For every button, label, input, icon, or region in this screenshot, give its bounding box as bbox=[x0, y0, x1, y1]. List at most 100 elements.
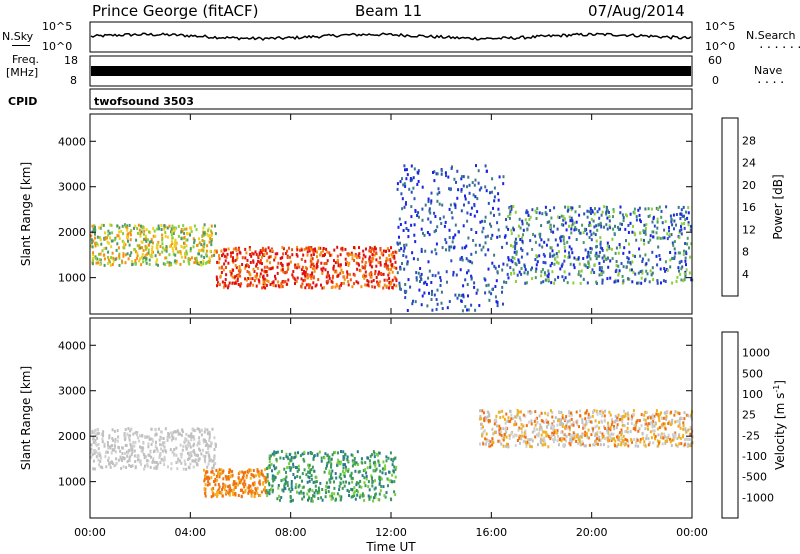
heatmap-cell bbox=[180, 252, 182, 256]
heatmap-cell bbox=[139, 445, 141, 449]
heatmap-cell bbox=[679, 426, 682, 430]
heatmap-cell bbox=[498, 424, 501, 428]
heatmap-cell bbox=[686, 242, 689, 246]
heatmap-cell bbox=[433, 293, 436, 297]
heatmap-cell bbox=[411, 178, 413, 182]
heatmap-cell bbox=[582, 426, 585, 430]
heatmap-cell bbox=[682, 279, 685, 283]
heatmap-cell bbox=[361, 474, 364, 478]
heatmap-cell bbox=[552, 438, 555, 442]
heatmap-cell bbox=[607, 424, 610, 428]
heatmap-cell bbox=[262, 285, 265, 289]
heatmap-cell bbox=[243, 479, 246, 483]
heatmap-cell bbox=[512, 228, 515, 232]
heatmap-cell bbox=[565, 415, 568, 419]
heatmap-cell bbox=[227, 261, 230, 265]
heatmap-cell bbox=[608, 410, 611, 414]
heatmap-cell bbox=[264, 249, 267, 253]
heatmap-cell bbox=[550, 216, 553, 220]
heatmap-cell bbox=[149, 465, 152, 469]
heatmap-cell bbox=[268, 481, 270, 485]
heatmap-cell bbox=[558, 216, 561, 219]
heatmap-cell bbox=[543, 421, 546, 424]
heatmap-cell bbox=[220, 468, 223, 472]
heatmap-cell bbox=[482, 226, 485, 230]
heatmap-cell bbox=[479, 409, 481, 413]
heatmap-cell bbox=[550, 261, 553, 265]
heatmap-cell bbox=[201, 239, 204, 242]
heatmap-cell bbox=[542, 252, 545, 256]
heatmap-cell bbox=[619, 227, 621, 231]
heatmap-cell bbox=[287, 267, 290, 271]
heatmap-cell bbox=[659, 257, 662, 261]
heatmap-cell bbox=[513, 256, 516, 260]
heatmap-cell bbox=[558, 410, 560, 414]
heatmap-cell bbox=[147, 453, 150, 457]
heatmap-cell bbox=[560, 235, 563, 239]
heatmap-cell bbox=[652, 441, 655, 445]
heatmap-cell bbox=[550, 246, 553, 250]
heatmap-cell bbox=[493, 186, 496, 190]
heatmap-cell bbox=[297, 464, 300, 468]
heatmap-cell bbox=[203, 468, 205, 472]
heatmap-cell bbox=[158, 455, 161, 459]
heatmap-cell bbox=[93, 459, 95, 463]
heatmap-cell bbox=[310, 277, 313, 281]
heatmap-cell bbox=[568, 414, 571, 418]
heatmap-cell bbox=[600, 272, 603, 276]
heatmap-cell bbox=[609, 425, 612, 429]
heatmap-cell bbox=[451, 165, 453, 169]
heatmap-cell bbox=[190, 256, 193, 260]
heatmap-cell bbox=[371, 285, 374, 289]
heatmap-cell bbox=[296, 266, 299, 270]
heatmap-cell bbox=[609, 276, 612, 280]
heatmap-cell bbox=[207, 227, 210, 231]
heatmap-cell bbox=[640, 281, 643, 285]
heatmap-cell bbox=[173, 448, 176, 451]
heatmap-cell bbox=[300, 284, 303, 288]
heatmap-cell bbox=[266, 265, 269, 269]
heatmap-cell bbox=[101, 437, 104, 441]
heatmap-cell bbox=[173, 243, 176, 247]
heatmap-cell bbox=[470, 274, 473, 278]
heatmap-cell bbox=[249, 484, 252, 488]
heatmap-cell bbox=[498, 428, 501, 432]
heatmap-cell bbox=[196, 244, 198, 247]
heatmap-cell bbox=[516, 413, 519, 417]
heatmap-cell bbox=[364, 468, 367, 472]
heatmap-cell bbox=[403, 289, 406, 293]
heatmap-cell bbox=[520, 247, 523, 251]
heatmap-cell bbox=[96, 428, 99, 432]
heatmap-cell bbox=[518, 426, 521, 430]
heatmap-cell bbox=[547, 412, 550, 416]
heatmap-cell bbox=[345, 480, 347, 484]
x-tick-label: 04:00 bbox=[174, 526, 206, 539]
heatmap-cell bbox=[599, 431, 602, 434]
heatmap-cell bbox=[165, 246, 168, 250]
heatmap-cell bbox=[490, 237, 493, 240]
heatmap-cell bbox=[627, 257, 630, 261]
heatmap-cell bbox=[198, 237, 200, 241]
heatmap-cell bbox=[159, 443, 162, 447]
heatmap-cell bbox=[625, 442, 627, 446]
heatmap-cell bbox=[564, 205, 567, 209]
heatmap-cell bbox=[107, 233, 110, 237]
heatmap-cell bbox=[685, 268, 688, 272]
heatmap-cell bbox=[171, 434, 174, 438]
heatmap-cell bbox=[448, 236, 451, 239]
heatmap-cell bbox=[308, 489, 311, 493]
heatmap-cell bbox=[357, 481, 360, 485]
heatmap-cell bbox=[122, 232, 124, 236]
heatmap-cell bbox=[535, 211, 538, 214]
heatmap-cell bbox=[392, 469, 395, 473]
heatmap-cell bbox=[107, 262, 109, 265]
heatmap-cell bbox=[136, 227, 139, 230]
heatmap-cell bbox=[326, 270, 329, 274]
heatmap-cell bbox=[619, 222, 622, 226]
heatmap-cell bbox=[266, 259, 269, 263]
heatmap-cell bbox=[598, 435, 601, 439]
heatmap-cell bbox=[533, 429, 536, 433]
heatmap-cell bbox=[660, 423, 663, 427]
heatmap-cell bbox=[519, 238, 522, 241]
heatmap-cell bbox=[624, 227, 627, 231]
